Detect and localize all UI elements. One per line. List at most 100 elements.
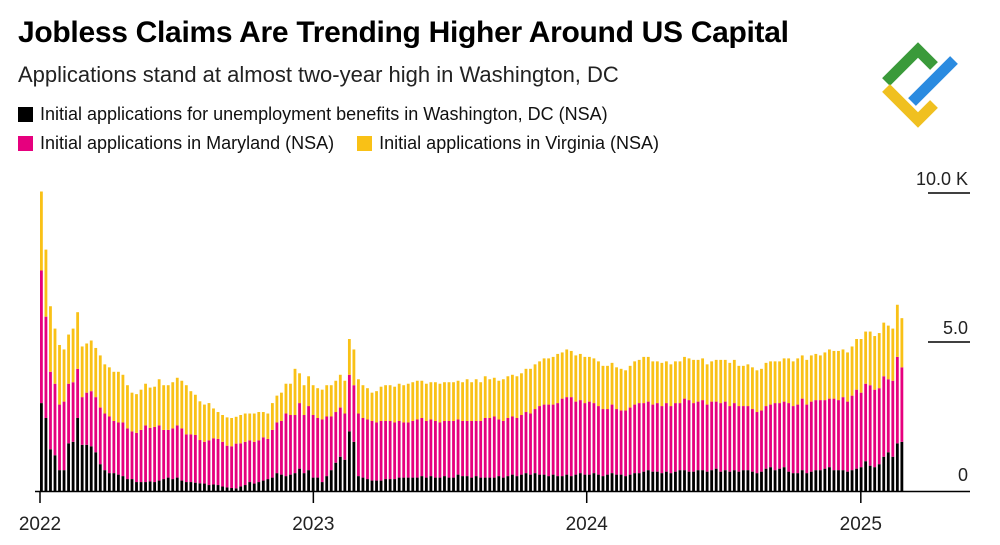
- bar-segment: [379, 480, 383, 491]
- bar-segment: [470, 477, 474, 491]
- bar-segment: [483, 376, 487, 418]
- bar-segment: [723, 470, 727, 491]
- y-tick-label: 5.0: [943, 318, 968, 338]
- bar-segment: [148, 427, 152, 482]
- bar-segment: [723, 359, 727, 402]
- bar-segment: [637, 359, 641, 404]
- bar-segment: [701, 400, 705, 471]
- bar-segment: [447, 477, 451, 491]
- bar-segment: [225, 487, 229, 491]
- bar-segment: [655, 471, 659, 491]
- bar-segment: [406, 477, 410, 491]
- bar-segment: [669, 364, 673, 407]
- bar-segment: [184, 482, 188, 491]
- bar-segment: [809, 355, 813, 402]
- bar-segment: [461, 382, 464, 421]
- bar-segment: [587, 401, 591, 475]
- bar-segment: [542, 474, 546, 491]
- bar-segment: [655, 403, 659, 472]
- bar-segment: [397, 477, 401, 491]
- bar-segment: [542, 358, 546, 405]
- bar-segment: [393, 386, 397, 423]
- bar-segment: [424, 383, 428, 421]
- bar-segment: [501, 420, 505, 478]
- bar-segment: [556, 476, 560, 491]
- bar-segment: [737, 406, 741, 472]
- bar-segment: [266, 438, 270, 480]
- bar-segment: [592, 473, 596, 491]
- bar-segment: [597, 474, 600, 491]
- bar-segment: [311, 385, 315, 416]
- legend-label-dc: Initial applications for unemployment be…: [40, 104, 608, 124]
- chart-title: Jobless Claims Are Trending Higher Aroun…: [18, 16, 789, 49]
- bar-segment: [832, 470, 836, 491]
- bar-segment: [275, 473, 279, 491]
- bar-segment: [112, 420, 116, 474]
- bar-segment: [80, 444, 84, 491]
- bar-segment: [357, 413, 360, 477]
- bar-segment: [107, 367, 111, 417]
- bar-segment: [891, 328, 895, 381]
- bar-segment: [465, 379, 469, 421]
- bar-segment: [116, 474, 120, 491]
- bar-segment: [569, 350, 573, 398]
- bar-segment: [216, 485, 220, 491]
- bar-segment: [796, 404, 800, 474]
- bar-segment: [637, 403, 641, 474]
- bar-segment: [338, 374, 342, 408]
- bar-segment: [461, 420, 464, 477]
- legend-item-virginia: Initial applications in Virginia (NSA): [357, 133, 659, 154]
- bar-segment: [510, 474, 514, 491]
- bar-segment: [252, 483, 256, 491]
- bar-segment: [221, 486, 224, 491]
- bar-segment: [755, 412, 759, 474]
- bar-segment: [438, 422, 442, 478]
- legend-row-2: Initial applications in Maryland (NSA) I…: [18, 133, 677, 156]
- bar-segment: [76, 417, 80, 491]
- bar-segment: [284, 413, 288, 477]
- bar-segment: [470, 382, 474, 421]
- bar-segment: [207, 440, 211, 486]
- bar-segment: [338, 407, 342, 457]
- bar-segment: [366, 388, 369, 420]
- bar-segment: [447, 420, 451, 478]
- bar-segment: [891, 456, 895, 491]
- bar-segment: [737, 471, 741, 491]
- bar-segment: [791, 473, 795, 491]
- bar-segment: [157, 480, 161, 491]
- bar-segment: [184, 434, 188, 483]
- bar-segment: [320, 482, 324, 491]
- bar-segment: [198, 440, 202, 484]
- bar-segment: [886, 379, 890, 453]
- bar-segment: [320, 419, 324, 483]
- bar-segment: [94, 397, 98, 453]
- x-tick-label: 2024: [566, 514, 609, 535]
- bar-segment: [895, 304, 899, 357]
- bar-segment: [855, 389, 858, 469]
- bar-segment: [80, 397, 84, 445]
- bar-segment: [135, 482, 138, 491]
- bar-segment: [805, 359, 809, 405]
- bar-segment: [728, 471, 732, 491]
- bar-segment: [791, 361, 795, 407]
- bar-segment: [719, 471, 723, 491]
- bar-segment: [71, 441, 75, 491]
- bar-segment: [434, 382, 437, 421]
- bar-segment: [809, 401, 813, 472]
- grid-lines: [928, 192, 970, 343]
- bar-segment: [574, 474, 578, 491]
- bar-segment: [415, 419, 419, 478]
- bar-segment: [153, 482, 157, 491]
- bar-segment: [298, 468, 301, 491]
- bar-segment: [62, 401, 66, 471]
- bar-segment: [126, 479, 129, 491]
- bar-segment: [311, 477, 315, 491]
- bar-segment: [298, 373, 301, 404]
- bar-segment: [375, 391, 378, 423]
- brand-logo-icon: [882, 42, 958, 128]
- bar-segment: [402, 385, 406, 423]
- bar-segment: [578, 400, 582, 474]
- bar-segment: [343, 413, 347, 460]
- bar-segment: [773, 403, 777, 471]
- bar-segment: [85, 343, 89, 393]
